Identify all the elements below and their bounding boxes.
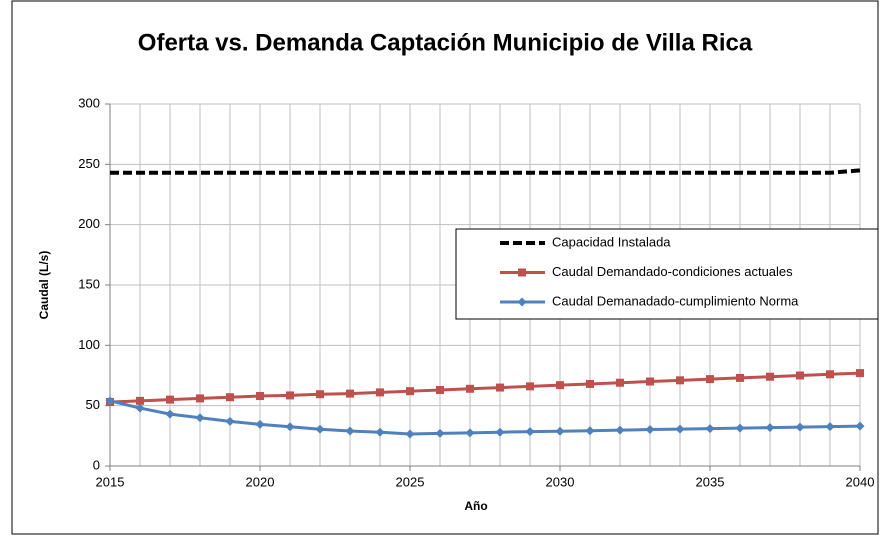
marker-diamond [285,422,295,432]
marker-diamond [105,396,115,406]
x-tick-label: 2020 [246,474,275,489]
series-line [109,399,861,436]
marker-diamond [555,426,565,436]
y-tick-label: 300 [78,95,100,110]
y-tick-label: 0 [93,457,100,472]
marker-diamond [675,424,685,434]
x-tick-label: 2015 [96,474,125,489]
marker-diamond [855,421,865,431]
marker-square [766,372,774,381]
legend-label: Caudal Demandado-condiciones actuales [552,264,793,279]
series-line [110,168,861,175]
legend-label: Capacidad Instalada [552,234,671,249]
marker-diamond [375,427,385,437]
legend-label: Caudal Demanadado-cumplimiento Norma [552,293,799,308]
marker-diamond [795,422,805,432]
marker-diamond [345,426,355,436]
x-tick-label: 2040 [846,474,875,489]
marker-diamond [615,425,625,435]
marker-diamond [465,428,475,438]
marker-diamond [195,413,205,423]
marker-square [616,378,624,387]
marker-diamond [135,403,145,413]
marker-square [496,383,504,392]
y-tick-label: 150 [78,276,100,291]
series-line [109,371,861,404]
x-tick-label: 2035 [696,474,725,489]
marker-square [166,395,174,404]
marker-square [518,268,526,277]
marker-diamond [225,416,235,426]
marker-diamond [825,422,835,432]
marker-square [316,390,324,399]
marker-square [556,381,564,390]
marker-diamond [315,424,325,434]
marker-square [346,389,354,398]
marker-square [466,384,474,393]
marker-square [706,375,714,384]
y-tick-label: 100 [78,337,100,352]
marker-square [256,392,264,401]
marker-square [826,370,834,379]
marker-square [376,388,384,397]
marker-square [196,394,204,403]
marker-square [796,371,804,380]
marker-square [436,385,444,394]
marker-diamond [435,428,445,438]
marker-diamond [705,424,715,434]
x-tick-label: 2030 [546,474,575,489]
y-tick-label: 250 [78,156,100,171]
x-tick-label: 2025 [396,474,425,489]
marker-square [406,387,414,396]
marker-diamond [765,423,775,433]
marker-diamond [495,427,505,437]
marker-square [136,396,144,405]
marker-diamond [525,427,535,437]
x-axis-label: Año [464,499,487,513]
chart-title: Oferta vs. Demanda Captación Municipio d… [138,29,753,56]
marker-square [286,391,294,400]
marker-diamond [645,425,655,435]
marker-square [226,393,234,402]
marker-square [676,376,684,385]
marker-diamond [165,409,175,419]
y-tick-label: 50 [86,397,100,412]
marker-diamond [735,423,745,433]
marker-diamond [255,419,265,429]
marker-square [856,369,864,378]
marker-diamond [585,426,595,436]
marker-diamond [517,297,527,307]
marker-square [646,377,654,386]
marker-diamond [405,429,415,439]
marker-square [736,373,744,382]
y-axis-label: Caudal (L/s) [37,251,51,320]
y-tick-label: 200 [78,216,100,231]
marker-square [586,379,594,388]
marker-square [526,382,534,391]
